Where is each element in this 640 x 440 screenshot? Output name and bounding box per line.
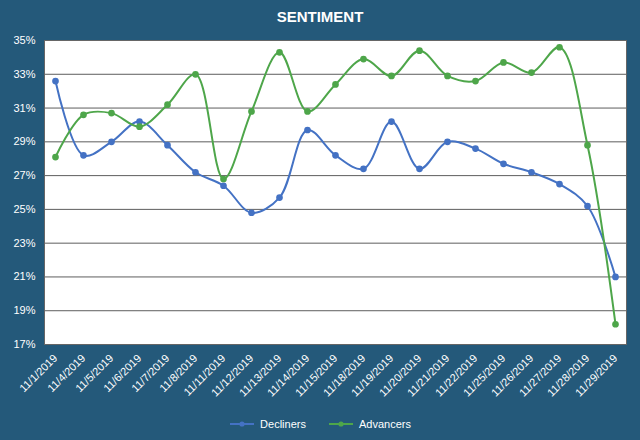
svg-text:11/21/2019: 11/21/2019 — [404, 351, 452, 399]
svg-text:11/11/2019: 11/11/2019 — [181, 351, 228, 398]
svg-text:11/15/2019: 11/15/2019 — [292, 351, 340, 399]
svg-text:27%: 27% — [13, 169, 35, 181]
svg-text:11/27/2019: 11/27/2019 — [516, 351, 564, 399]
svg-text:11/14/2019: 11/14/2019 — [264, 351, 312, 399]
svg-text:11/28/2019: 11/28/2019 — [544, 351, 592, 399]
svg-text:23%: 23% — [13, 237, 35, 249]
svg-text:11/26/2019: 11/26/2019 — [488, 351, 536, 399]
svg-text:11/20/2019: 11/20/2019 — [376, 351, 424, 399]
svg-text:31%: 31% — [13, 102, 35, 114]
svg-text:11/8/2019: 11/8/2019 — [156, 351, 200, 395]
svg-text:35%: 35% — [13, 34, 35, 46]
html-text:SENTIMENT: SENTIMENT — [276, 8, 364, 25]
svg-text:29%: 29% — [13, 135, 35, 147]
svg-text:11/19/2019: 11/19/2019 — [348, 351, 396, 399]
svg-text:11/4/2019: 11/4/2019 — [44, 351, 88, 395]
svg-text:11/7/2019: 11/7/2019 — [128, 351, 172, 395]
svg-text:17%: 17% — [13, 338, 35, 350]
svg-text:11/22/2019: 11/22/2019 — [432, 351, 480, 399]
svg-text:19%: 19% — [13, 304, 35, 316]
svg-text:25%: 25% — [13, 203, 35, 215]
svg-text:21%: 21% — [13, 270, 35, 282]
svg-text:11/12/2019: 11/12/2019 — [208, 351, 256, 399]
svg-text:11/13/2019: 11/13/2019 — [236, 351, 284, 399]
svg-text:11/5/2019: 11/5/2019 — [72, 351, 116, 395]
svg-text:11/25/2019: 11/25/2019 — [460, 351, 508, 399]
svg-text:11/29/2019: 11/29/2019 — [573, 352, 620, 399]
svg-text:11/6/2019: 11/6/2019 — [100, 351, 144, 395]
svg-text:33%: 33% — [13, 68, 35, 80]
svg-text:11/1/2019: 11/1/2019 — [16, 351, 60, 395]
svg-text:11/18/2019: 11/18/2019 — [320, 351, 368, 399]
html-text:Decliners: Decliners — [260, 418, 306, 430]
html-text:Advancers: Advancers — [358, 418, 411, 430]
